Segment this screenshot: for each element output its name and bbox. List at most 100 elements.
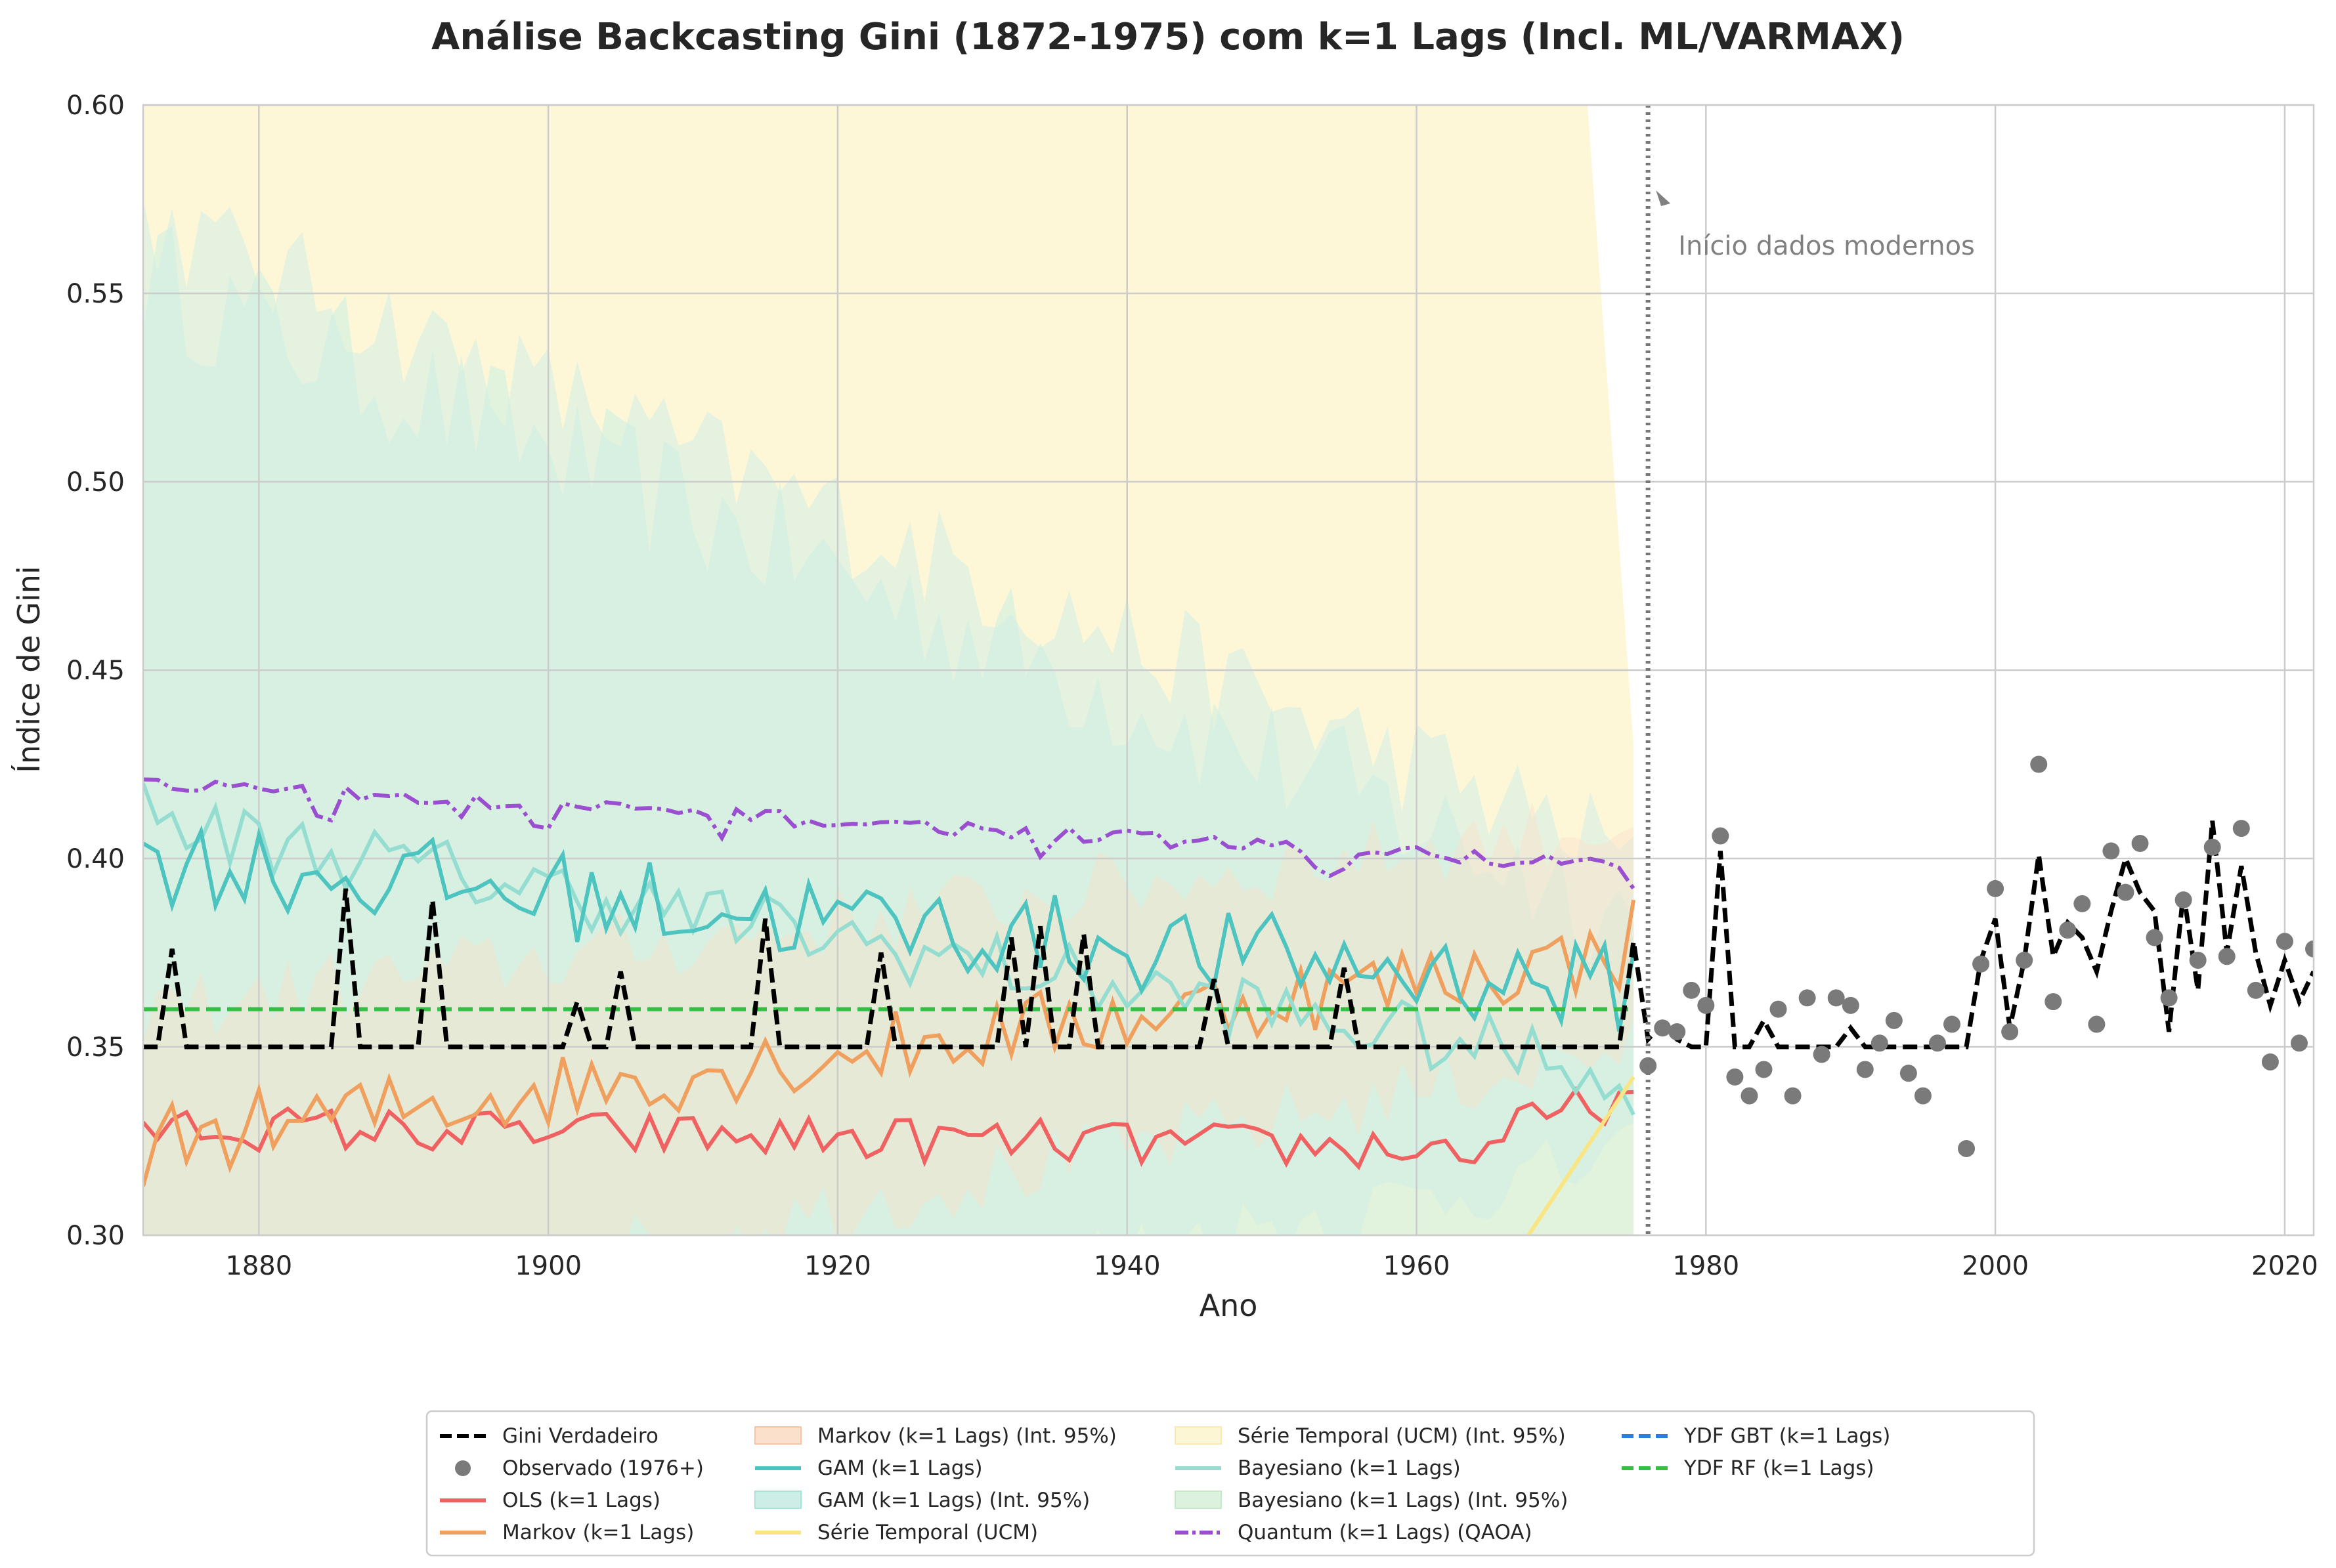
observed-point [2117, 883, 2134, 901]
observed-point [1856, 1061, 1874, 1078]
true-gini-line [143, 820, 2314, 1049]
legend-item: Série Temporal (UCM) [755, 1521, 1038, 1544]
observed-point [2174, 891, 2192, 909]
legend-label: YDF GBT (k=1 Lags) [1683, 1424, 1890, 1448]
legend-item: OLS (k=1 Lags) [440, 1489, 660, 1512]
legend-item: GAM (k=1 Lags) (Int. 95%) [754, 1489, 1090, 1512]
observed-point [1899, 1065, 1917, 1082]
legend-label: Série Temporal (UCM) (Int. 95%) [1238, 1424, 1566, 1448]
observed-point [1827, 989, 1845, 1007]
observed-point [1668, 1023, 1686, 1041]
annotation-arrow [1656, 190, 1671, 206]
observed-point [2261, 1053, 2279, 1070]
x-tick-label: 1940 [1094, 1251, 1161, 1281]
legend: Gini Verdadeiro Observado (1976+) OLS (k=1… [425, 1410, 2035, 1557]
observed-point [2305, 940, 2314, 958]
y-tick-label: 0.35 [66, 1032, 125, 1063]
quantum-line [143, 777, 1635, 890]
observed-point [1654, 1019, 1672, 1037]
markov-line [143, 899, 1636, 1187]
legend-item: Gini Verdadeiro [440, 1424, 659, 1448]
legend-box [425, 1410, 2035, 1557]
observed-point [2016, 951, 2033, 969]
legend-item: Observado (1976+) [455, 1456, 704, 1480]
ucm-line [1526, 1076, 1635, 1235]
observed-point [1958, 1139, 1976, 1157]
legend-item: Série Temporal (UCM) (Int. 95%) [1175, 1424, 1566, 1448]
legend-item: Quantum (k=1 Lags) (QAOA) [1175, 1521, 1532, 1544]
observed-point [1871, 1034, 1888, 1052]
observed-point [2102, 842, 2120, 860]
legend-item: Bayesiano (k=1 Lags) (Int. 95%) [1175, 1489, 1568, 1512]
observed-point [2044, 993, 2062, 1011]
observed-point [1726, 1068, 1744, 1086]
observed-point [2131, 835, 2149, 853]
observed-point [2203, 838, 2221, 856]
observed-point [1914, 1087, 1932, 1105]
legend-item: YDF GBT (k=1 Lags) [1622, 1424, 1890, 1448]
observed-point [2146, 929, 2163, 946]
x-tick-label: 1880 [225, 1251, 292, 1281]
markov-interval-band [143, 801, 1634, 1235]
observed-point [2059, 922, 2077, 939]
gam-line [143, 824, 1636, 1032]
legend-label: YDF RF (k=1 Lags) [1683, 1456, 1874, 1480]
x-tick-label: 1920 [804, 1251, 871, 1281]
legend-item: Bayesiano (k=1 Lags) [1175, 1456, 1461, 1480]
observed-point [1987, 879, 2004, 897]
y-tick-label: 0.30 [66, 1221, 125, 1251]
y-tick-label: 0.55 [66, 279, 125, 309]
legend-item: Markov (k=1 Lags) (Int. 95%) [754, 1424, 1117, 1448]
series-lines [143, 777, 2314, 1235]
observed-point [2290, 1034, 2308, 1052]
legend-label: GAM (k=1 Lags) (Int. 95%) [817, 1489, 1090, 1512]
legend-swatch [754, 1426, 802, 1445]
observed-point [2189, 951, 2207, 969]
x-tick-label: 2000 [1962, 1251, 2029, 1281]
legend-item: YDF RF (k=1 Lags) [1622, 1456, 1874, 1480]
x-tick-label: 2020 [2251, 1251, 2318, 1281]
observed-point [1683, 981, 1700, 999]
y-tick-label: 0.40 [66, 844, 125, 874]
observed-point [1943, 1015, 1960, 1033]
observed-point [2030, 755, 2048, 773]
legend-label: Série Temporal (UCM) [817, 1521, 1038, 1544]
ols-line [143, 1086, 1634, 1171]
observed-point [1712, 827, 1729, 845]
observed-point [2160, 989, 2178, 1007]
legend-label: OLS (k=1 Lags) [502, 1489, 660, 1512]
y-axis-label: Índice de Gini [11, 566, 47, 773]
observed-point [1885, 1011, 1903, 1029]
gam-interval-band [143, 198, 1634, 1235]
observed-point [2073, 895, 2091, 912]
observed-point [1813, 1046, 1830, 1063]
observed-point [1784, 1087, 1802, 1105]
observed-point [2247, 981, 2264, 999]
x-axis-label: Ano [1200, 1288, 1258, 1323]
y-tick-label: 0.50 [66, 467, 125, 498]
observed-point [1972, 955, 1990, 973]
observed-point [2088, 1015, 2106, 1033]
observed-point [1697, 996, 1715, 1014]
y-tick-label: 0.45 [66, 656, 125, 686]
observed-point [1798, 989, 1816, 1007]
chart-title: Análise Backcasting Gini (1872-1975) com… [431, 16, 1905, 58]
legend-swatch [455, 1460, 471, 1476]
observed-point [2218, 948, 2236, 965]
legend-swatch [1175, 1491, 1222, 1509]
x-tick-label: 1900 [515, 1251, 582, 1281]
legend-label: Gini Verdadeiro [502, 1424, 659, 1448]
observed-point [1769, 1000, 1787, 1018]
legend-label: Bayesiano (k=1 Lags) [1238, 1456, 1461, 1480]
plot-frame [142, 104, 2315, 1237]
x-tick-label: 1960 [1383, 1251, 1450, 1281]
observed-points [1639, 755, 2314, 1157]
bayesian-line [143, 782, 1635, 1116]
observed-point [1755, 1061, 1773, 1078]
legend-swatch [754, 1491, 802, 1509]
legend-label: GAM (k=1 Lags) [817, 1456, 983, 1480]
x-tick-label: 1980 [1672, 1251, 1739, 1281]
legend-item: Markov (k=1 Lags) [440, 1521, 694, 1544]
y-tick-label: 0.60 [66, 91, 125, 121]
observed-point [2276, 933, 2293, 950]
